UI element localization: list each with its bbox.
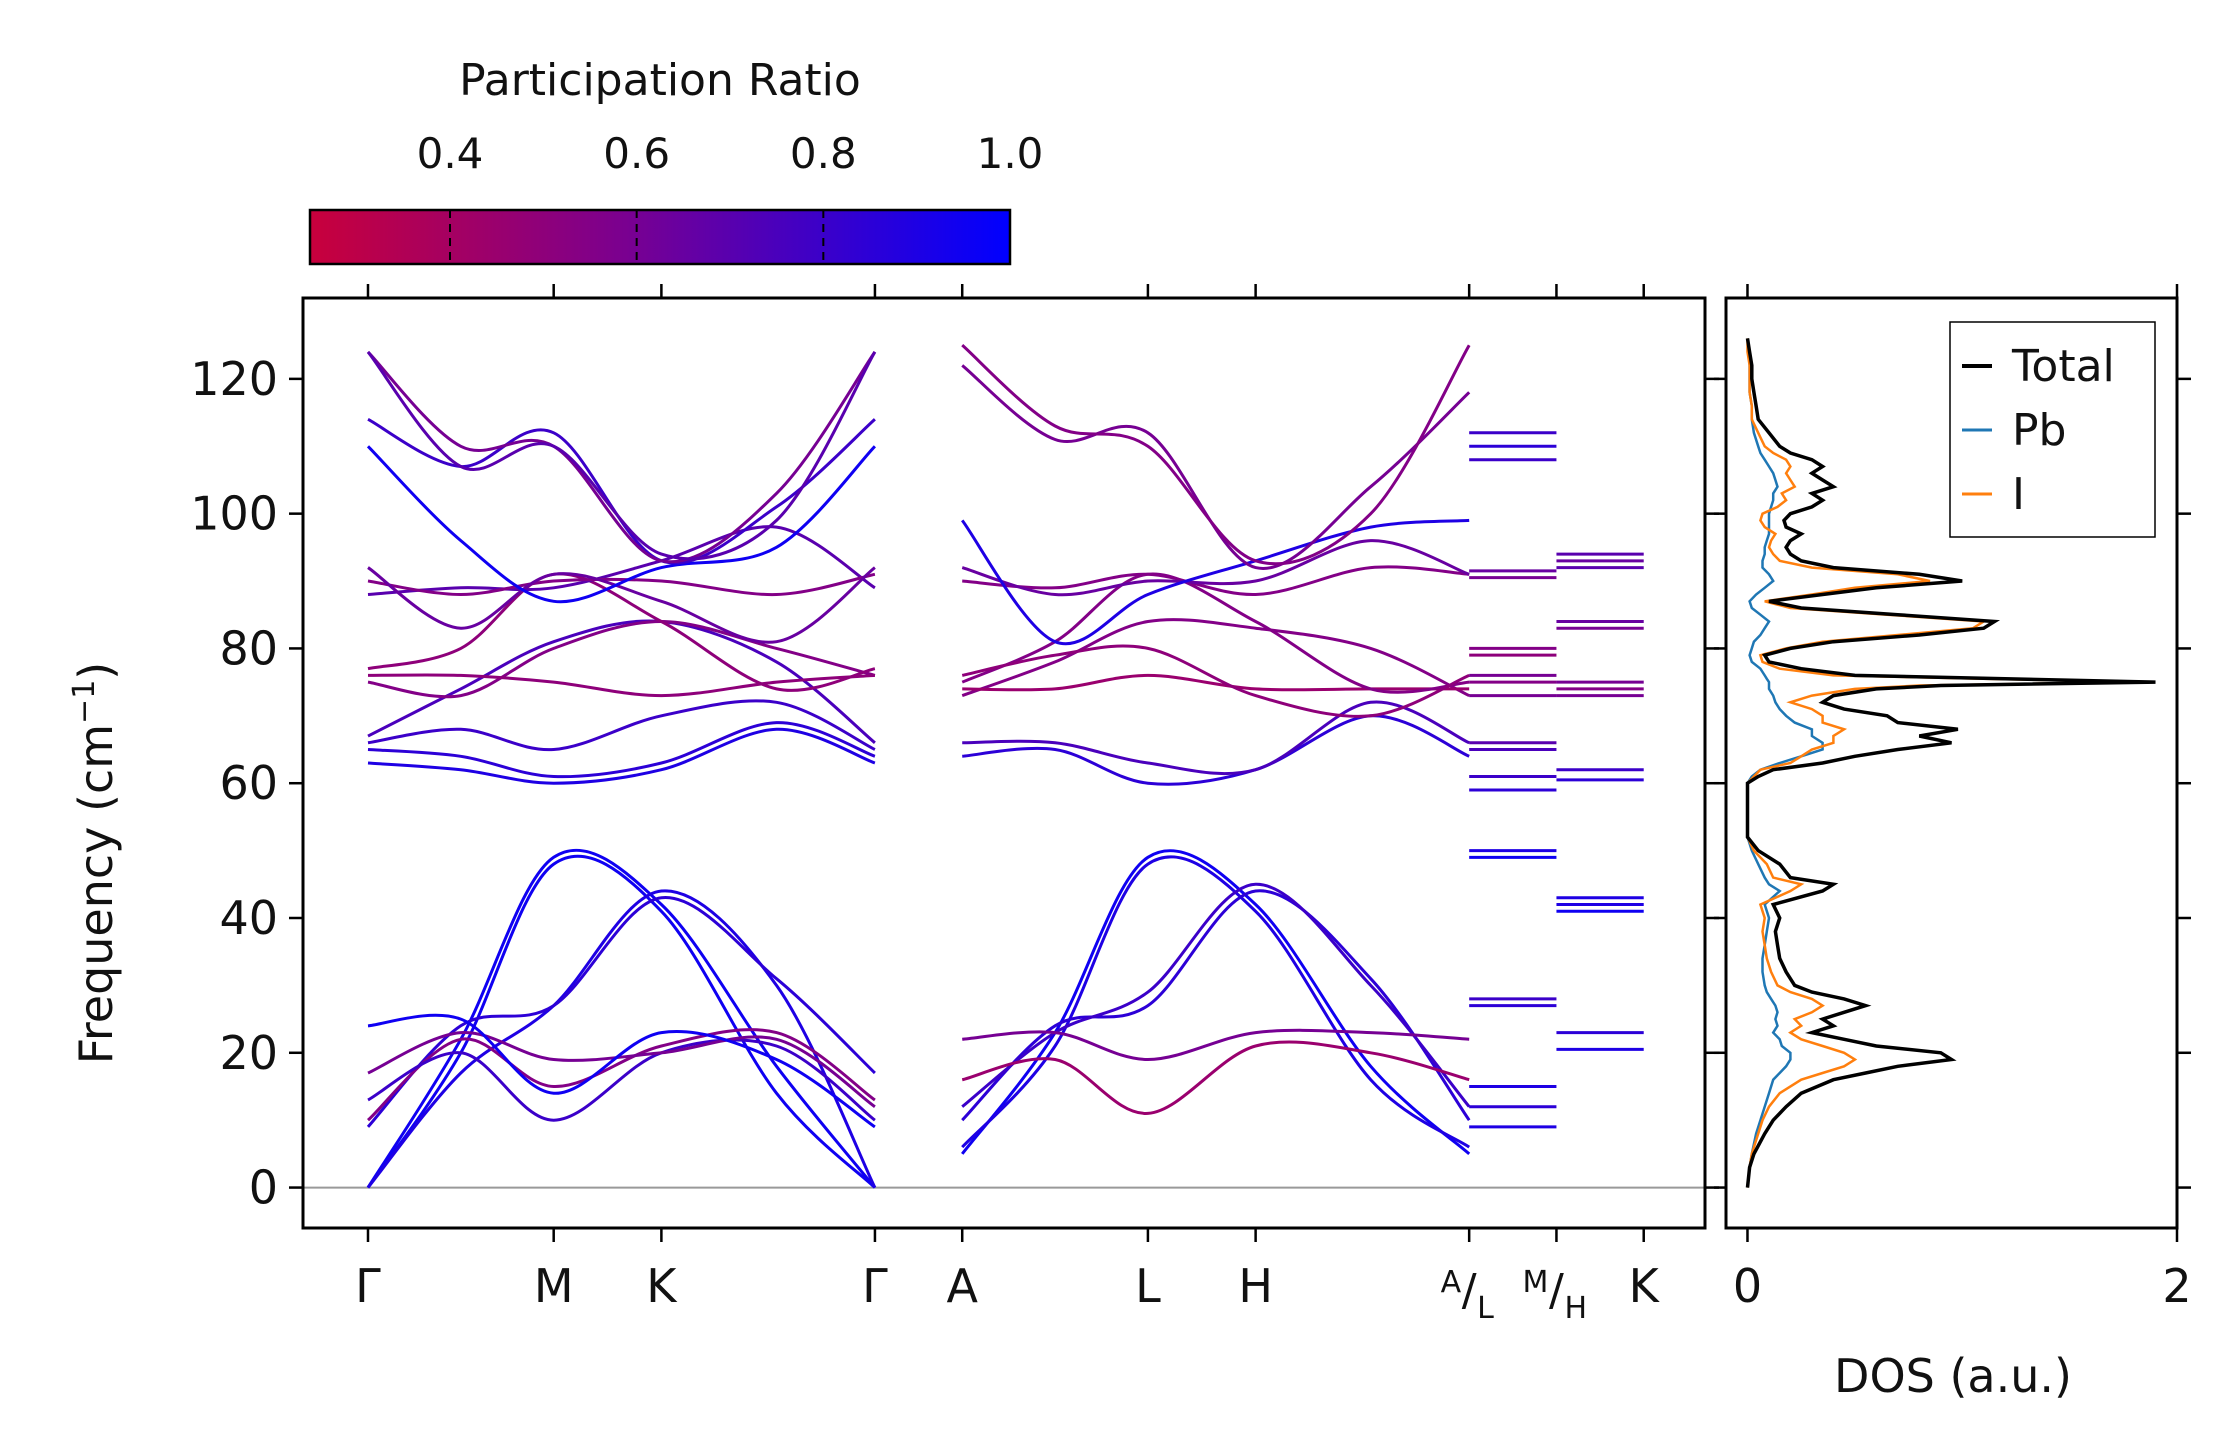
- legend-label-total: Total: [2011, 341, 2115, 392]
- band-line-a-l-h-a: [961, 518, 1470, 646]
- dos-line-i: [1746, 338, 2145, 1188]
- band-line-gamma-m-k-gamma: [367, 525, 876, 597]
- k-label-lower: H: [1564, 1291, 1587, 1326]
- k-label: M: [534, 1259, 574, 1313]
- colorbar-tick-label: 1.0: [977, 129, 1044, 178]
- dos-axes-frame: [1724, 296, 2179, 1230]
- k-label-upper: A: [1441, 1265, 1462, 1300]
- band-line-gamma-m-k-gamma: [367, 699, 876, 752]
- dos-legend: Total Pb I: [1949, 321, 2156, 538]
- band-line-gamma-m-k-gamma: [367, 1028, 876, 1122]
- k-label: Γ: [862, 1259, 888, 1313]
- y-tick-label: 60: [219, 756, 278, 810]
- colorbar-tick-label: 0.8: [790, 129, 857, 178]
- colorbar-ticks: 0.4 0.6 0.8 1.0: [417, 129, 1044, 264]
- band-line-gamma-m-k-gamma: [366, 848, 877, 1189]
- dos-x-axis-label: DOS (a.u.): [1834, 1349, 2072, 1403]
- band-line-gamma-m-k-gamma: [366, 445, 876, 604]
- band-line-gamma-m-k-gamma: [367, 619, 876, 744]
- band-line-gamma-m-k-gamma: [367, 721, 876, 779]
- legend-label-pb: Pb: [2012, 405, 2066, 456]
- k-label: K: [1629, 1259, 1661, 1313]
- band-line-a-l-h-a: [961, 572, 1470, 694]
- dos-line-pb: [1746, 338, 1824, 1188]
- y-tick-label: 80: [219, 621, 278, 675]
- band-lines: [366, 344, 1644, 1189]
- band-line-gamma-m-k-gamma: [366, 350, 877, 561]
- band-line-a-l-h-a: [961, 1040, 1470, 1115]
- dos-x-tick-label: 0: [1733, 1259, 1762, 1313]
- band-line-a-l-h-a: [962, 565, 1470, 597]
- y-tick-label: 40: [219, 891, 278, 945]
- band-line-a-l-h-a: [962, 673, 1470, 692]
- band-line-gamma-m-k-gamma: [367, 727, 876, 785]
- band-line-gamma-m-k-gamma: [367, 1031, 876, 1108]
- band-line-gamma-m-k-gamma: [367, 673, 876, 698]
- band-line-gamma-m-k-gamma: [366, 889, 877, 1189]
- k-label: K: [646, 1259, 678, 1313]
- dos-x-tick-label: 2: [2162, 1259, 2191, 1313]
- band-line-a-l-h-a: [961, 644, 1470, 718]
- band-line-a-l-h-a: [961, 364, 1471, 570]
- y-tick-label: 0: [249, 1161, 278, 1215]
- band-axes-frame: [301, 296, 1707, 1230]
- k-label-slash: /: [1462, 1265, 1477, 1316]
- k-label-slash: /: [1549, 1265, 1564, 1316]
- band-line-gamma-m-k-gamma: [366, 854, 876, 1189]
- band-line-a-l-h-a: [962, 1028, 1470, 1062]
- band-y-axis: 0 20 40 60 80 100 120: [190, 352, 1719, 1215]
- dos-line-total: [1745, 338, 2156, 1188]
- band-line-gamma-m-k-gamma: [367, 572, 876, 692]
- colorbar-tick-label: 0.4: [417, 129, 484, 178]
- band-line-a-l-h-a: [961, 344, 1471, 566]
- y-tick-label: 20: [219, 1026, 278, 1080]
- band-line-a-l-h-a: [962, 700, 1470, 776]
- band-line-a-l-h-a: [961, 855, 1471, 1149]
- colorbar-title: Participation Ratio: [459, 55, 861, 106]
- band-line-a-l-h-a: [961, 889, 1471, 1122]
- colorbar-tick-label: 0.6: [603, 129, 670, 178]
- y-tick-label: 120: [190, 352, 278, 406]
- colorbar-gradient: [308, 208, 1012, 266]
- k-label-lower: L: [1477, 1291, 1494, 1326]
- legend-label-i: I: [2012, 469, 2025, 520]
- band-line-a-l-h-a: [961, 539, 1470, 597]
- k-label: H: [1238, 1259, 1273, 1313]
- band-line-a-l-h-a: [961, 849, 1471, 1156]
- k-label: A: [946, 1259, 978, 1313]
- band-line-a-l-h-a: [961, 618, 1470, 698]
- dos-lines: [1745, 338, 2156, 1188]
- band-line-gamma-m-k-gamma: [367, 1013, 876, 1129]
- k-label: L: [1135, 1259, 1161, 1313]
- band-line-a-l-h-a: [961, 882, 1471, 1108]
- band-line-gamma-m-k-gamma: [367, 619, 876, 699]
- k-label-upper: M: [1523, 1265, 1549, 1300]
- k-label: Γ: [355, 1259, 381, 1313]
- band-line-gamma-m-k-gamma: [366, 350, 877, 564]
- colorbar: Participation Ratio 0.4 0.6 0.8 1.0: [308, 55, 1044, 266]
- band-y-axis-label: Frequency (cm−1): [67, 662, 123, 1065]
- band-line-a-l-h-a: [962, 714, 1470, 786]
- band-x-axis: Γ M K Γ A L H A / LM / H K: [355, 284, 1661, 1326]
- y-tick-label: 100: [190, 487, 278, 541]
- band-line-gamma-m-k-gamma: [367, 572, 876, 597]
- band-line-gamma-m-k-gamma: [367, 1038, 876, 1122]
- band-line-gamma-m-k-gamma: [367, 566, 876, 644]
